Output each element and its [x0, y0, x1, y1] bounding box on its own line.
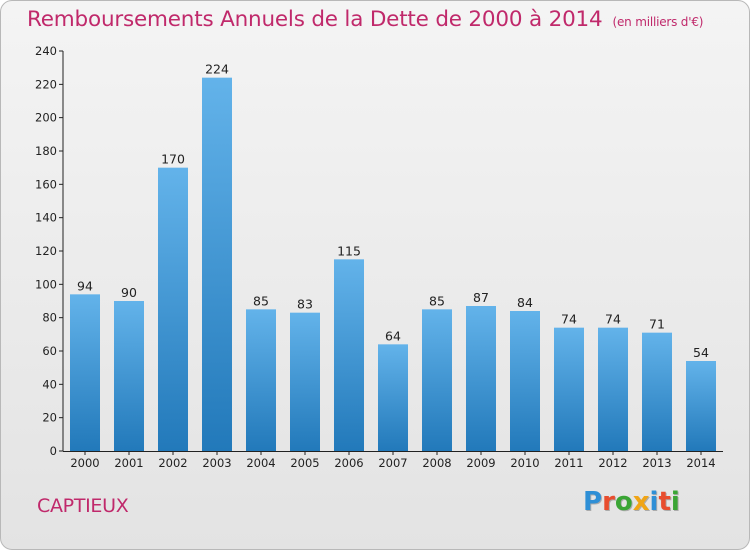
bar-value-label: 83: [297, 297, 313, 312]
x-tick-label: 2014: [686, 456, 715, 470]
bar-value-label: 84: [517, 295, 533, 310]
logo-letter: i: [649, 487, 659, 517]
logo-letter: i: [670, 487, 680, 517]
y-tick-labels: 0 20 40 60 80 100 120 140 160 180 200 220 240: [35, 44, 57, 458]
bar: [290, 312, 320, 451]
bar-value-label: 115: [337, 243, 361, 258]
y-tick-label: 240: [35, 44, 57, 58]
y-tick-label: 120: [35, 244, 57, 258]
bar-value-label: 87: [473, 290, 489, 305]
x-tick-label: 2011: [554, 456, 583, 470]
y-tick-label: 140: [35, 211, 57, 225]
y-tick-label: 0: [50, 444, 57, 458]
x-tick-label: 2003: [202, 456, 231, 470]
x-tick-label: 2002: [158, 456, 187, 470]
bar: [114, 301, 144, 451]
commune-name: CAPTIEUX: [37, 495, 129, 517]
bar-value-label: 94: [77, 278, 93, 293]
x-tick-label: 2012: [598, 456, 627, 470]
logo-letter: x: [632, 487, 650, 517]
y-tick-label: 220: [35, 77, 57, 91]
x-tick-label: 2001: [114, 456, 143, 470]
x-tick-label: 2010: [510, 456, 539, 470]
y-tick-label: 200: [35, 111, 57, 125]
y-tick-label: 160: [35, 177, 57, 191]
bar-value-label: 64: [385, 328, 401, 343]
y-tick-label: 180: [35, 144, 57, 158]
bar-value-label: 85: [429, 293, 445, 308]
logo-letter: P: [583, 487, 603, 517]
bar-value-label: 85: [253, 293, 269, 308]
logo-letter: o: [614, 487, 633, 517]
bar: [422, 309, 452, 451]
y-tick-label: 80: [42, 311, 57, 325]
proxiti-logo: Proxiti: [583, 487, 680, 517]
x-tick-label: 2005: [290, 456, 319, 470]
bar: [378, 344, 408, 451]
y-tick-label: 100: [35, 277, 57, 291]
x-tick-label: 2007: [378, 456, 407, 470]
bar: [510, 311, 540, 451]
x-tick-label: 2004: [246, 456, 275, 470]
x-tick-label: 2006: [334, 456, 363, 470]
x-tick-label: 2009: [466, 456, 495, 470]
bar: [466, 306, 496, 451]
bar-value-label: 90: [121, 285, 137, 300]
bars: [70, 77, 716, 452]
bar-value-label: 170: [161, 152, 185, 167]
bar-value-label: 54: [693, 345, 709, 360]
x-tick-label: 2013: [642, 456, 671, 470]
y-tick-label: 60: [42, 344, 57, 358]
bar: [334, 259, 364, 451]
axes: [59, 50, 723, 455]
bar-value-label: 74: [561, 312, 577, 327]
bar: [598, 327, 628, 451]
value-labels: 94 90 170 224 85 83 115 64 85 87 84 74 74 71 54: [77, 62, 709, 360]
bar: [246, 309, 276, 451]
logo-letter: r: [602, 487, 615, 517]
bar: [554, 327, 584, 451]
bar: [158, 167, 188, 451]
x-tick-labels: 2000 2001 2002 2003 2004 2005 2006 2007 2008 2009…: [70, 456, 715, 470]
bar-value-label: 224: [205, 62, 229, 77]
y-tick-label: 40: [42, 377, 57, 391]
chart-title: Remboursements Annuels de la Dette de 20…: [27, 7, 703, 32]
bar: [642, 332, 672, 451]
x-tick-label: 2008: [422, 456, 451, 470]
logo-letter: t: [658, 487, 671, 517]
bar: [686, 361, 716, 451]
chart-title-text: Remboursements Annuels de la Dette de 20…: [27, 7, 603, 32]
chart-subtitle: (en milliers d'€): [612, 15, 704, 29]
bar-value-label: 74: [605, 312, 621, 327]
y-tick-label: 20: [42, 411, 57, 425]
bar: [70, 294, 100, 451]
bar: [202, 77, 232, 452]
x-tick-label: 2000: [70, 456, 99, 470]
bar-value-label: 71: [649, 317, 665, 332]
